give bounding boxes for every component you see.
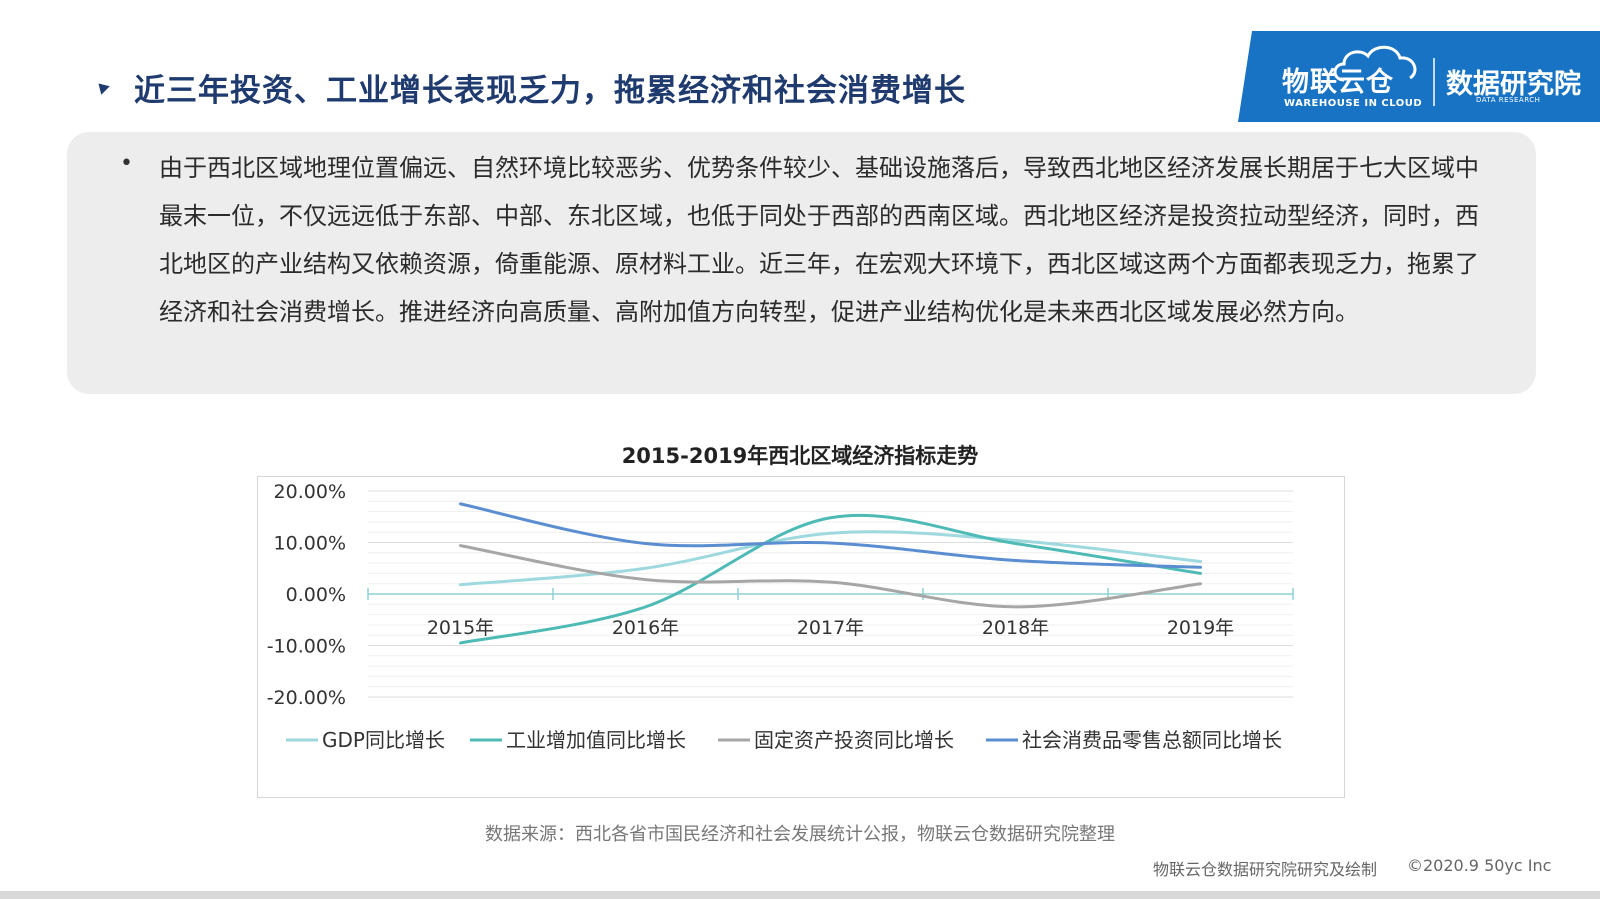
- legend-label: 固定资产投资同比增长: [754, 728, 954, 752]
- series-line: [459, 544, 1202, 609]
- series-line: [459, 530, 1202, 587]
- series-line: [459, 502, 1202, 569]
- chart-frame: 20.00% 10.00% 0.00% -10.00% -20.00% 2015年 2016…: [257, 476, 1345, 798]
- data-source-note: 数据来源：西北各省市国民经济和社会发展统计公报，物联云仓数据研究院整理: [485, 824, 1115, 845]
- x-tick-label: 2019年: [1167, 617, 1234, 639]
- y-tick-label: 0.00%: [286, 584, 346, 606]
- x-tick-label: 2015年: [427, 617, 494, 639]
- summary-panel: [67, 132, 1536, 394]
- page-title: 近三年投资、工业增长表现乏力，拖累经济和社会消费增长: [134, 72, 966, 109]
- y-tick-label: -20.00%: [267, 687, 346, 709]
- x-tick-label: 2016年: [612, 617, 679, 639]
- line-chart: 20.00% 10.00% 0.00% -10.00% -20.00% 2015年 2016…: [267, 481, 1294, 752]
- logo-right-text: 数据研究院: [1446, 69, 1581, 100]
- legend-label: 社会消费品零售总额同比增长: [1022, 728, 1282, 752]
- chart-title: 2015-2019年西北区域经济指标走势: [621, 444, 979, 468]
- legend-label: 工业增加值同比增长: [506, 728, 686, 752]
- title-row: 近三年投资、工业增长表现乏力，拖累经济和社会消费增长: [94, 62, 966, 112]
- logo-banner: [1238, 31, 1600, 122]
- logo-right-sub-text: DATA RESEARCH: [1476, 96, 1541, 104]
- logo-divider: [1433, 58, 1435, 106]
- y-tick-label: -10.00%: [267, 636, 346, 658]
- x-tick-label: 2018年: [982, 617, 1049, 639]
- y-tick-label: 10.00%: [274, 533, 346, 555]
- x-tick-label: 2017年: [797, 617, 864, 639]
- bottom-bar: [0, 891, 1600, 899]
- logo-sub-text: WAREHOUSE IN CLOUD: [1284, 98, 1423, 109]
- triangle-marker-icon: [94, 79, 110, 95]
- bullet-point: •: [120, 151, 133, 176]
- summary-text: 由于西北区域地理位置偏远、自然环境比较恶劣、优势条件较少、基础设施落后，导致西北…: [159, 154, 1479, 326]
- series-line: [459, 513, 1202, 645]
- logo-main-text: 物联云仓: [1282, 67, 1394, 98]
- legend-label: GDP同比增长: [322, 728, 445, 752]
- footer-credit: 物联云仓数据研究院研究及绘制: [1153, 860, 1378, 879]
- y-tick-label: 20.00%: [274, 481, 346, 503]
- footer-copyright: ©2020.9 50yc Inc: [1407, 856, 1552, 875]
- cloud-icon: [1333, 45, 1417, 82]
